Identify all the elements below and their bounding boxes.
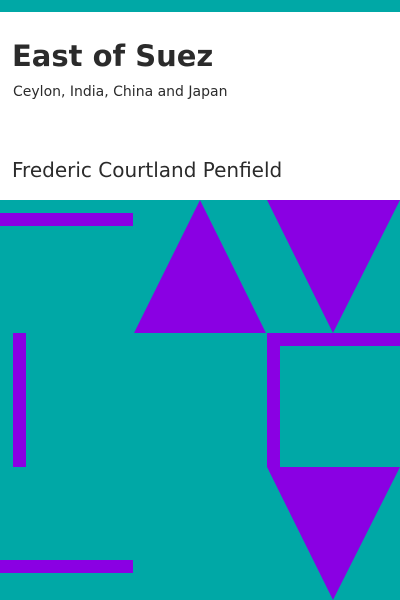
- top-stripe: [0, 0, 400, 12]
- book-title: East of Suez: [12, 39, 214, 73]
- horizontal-bar-top: [0, 213, 133, 226]
- book-author: Frederic Courtland Penfield: [12, 158, 283, 182]
- horizontal-bar-bottom: [0, 560, 133, 573]
- title-panel: East of Suez Ceylon, India, China and Ja…: [0, 12, 400, 200]
- vertical-bar: [13, 333, 26, 467]
- downward-triangle-top: [267, 200, 400, 333]
- cover-artwork: [0, 200, 400, 600]
- upward-triangle: [134, 200, 266, 333]
- book-subtitle: Ceylon, India, China and Japan: [13, 84, 228, 100]
- downward-triangle-bottom: [267, 467, 400, 600]
